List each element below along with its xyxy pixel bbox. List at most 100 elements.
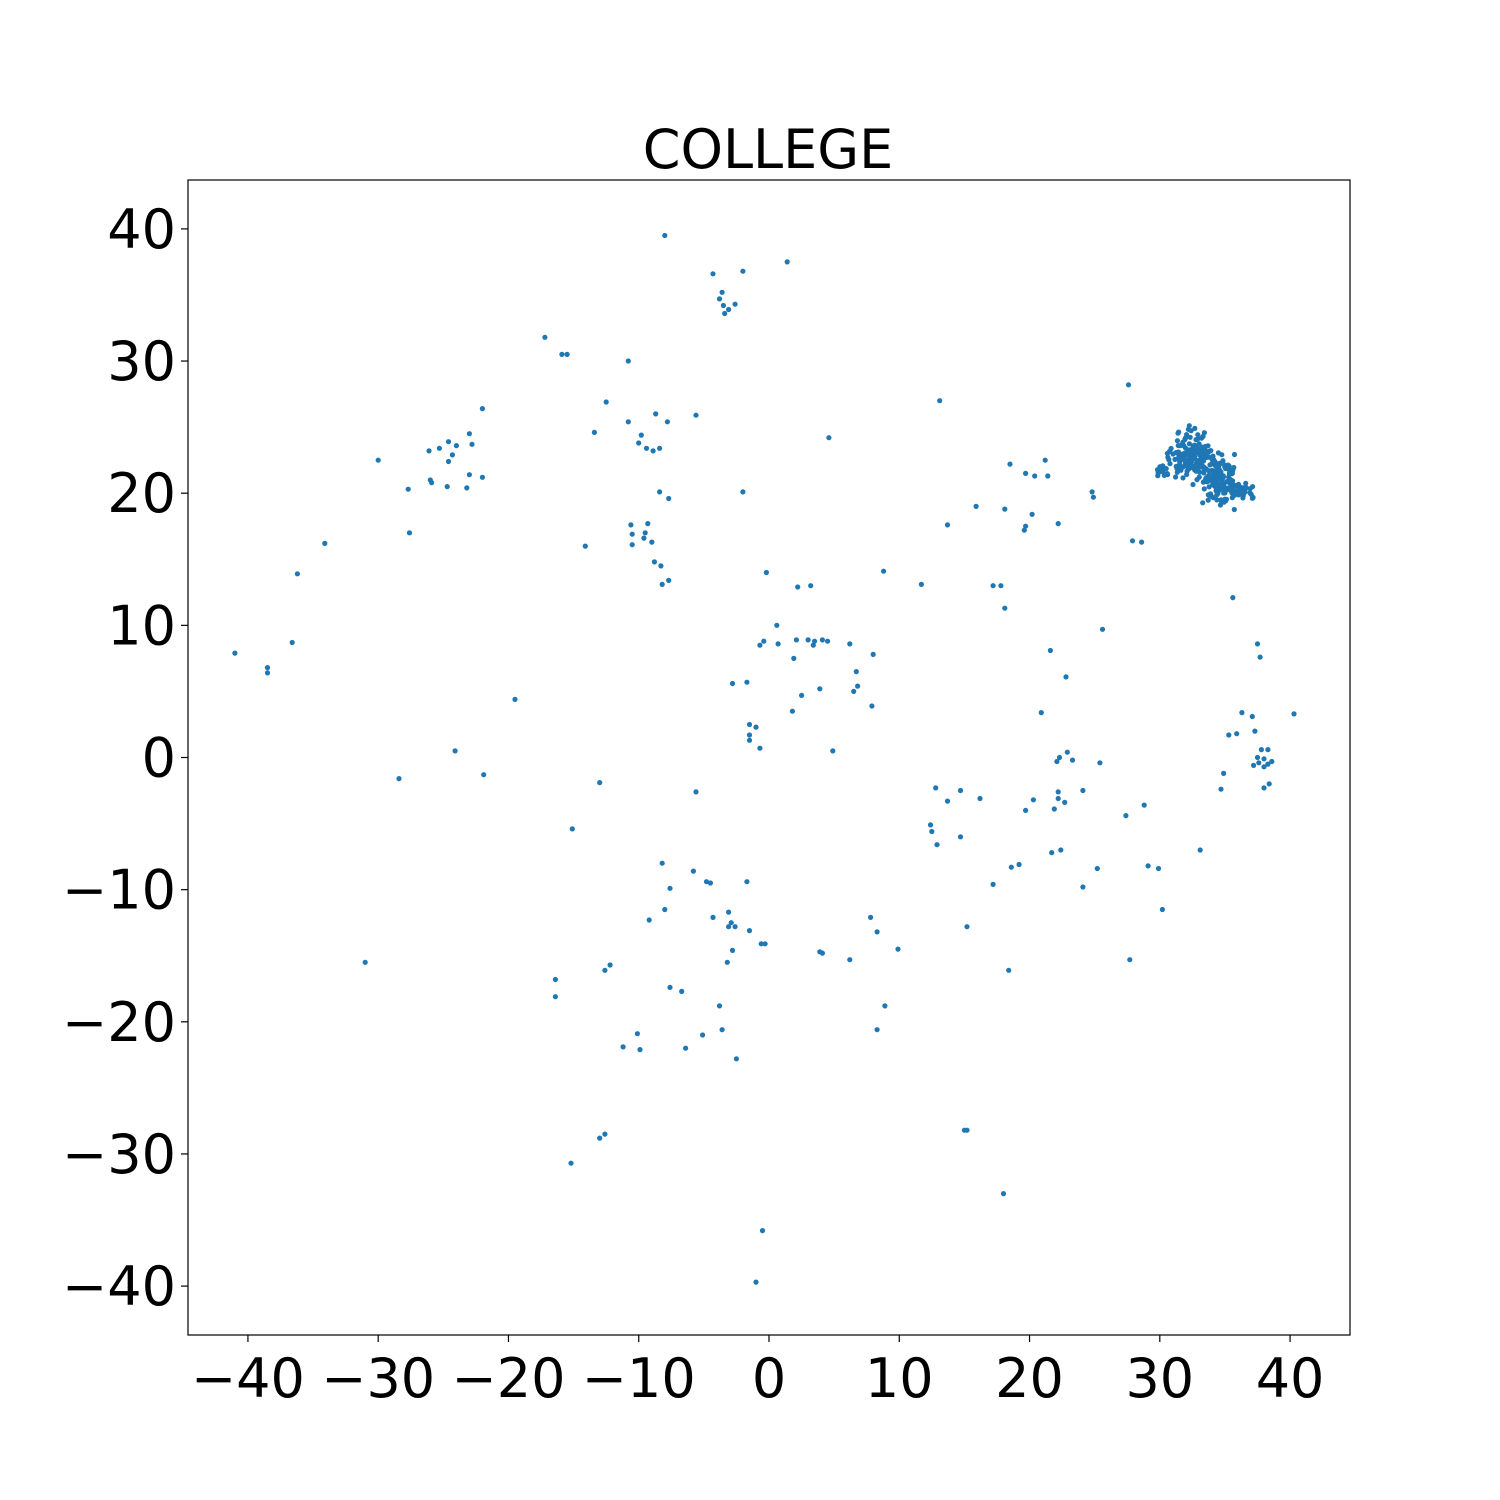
scatter-point <box>1207 491 1214 497</box>
x-tick-label: −10 <box>582 1347 696 1410</box>
scatter-point <box>1023 470 1029 476</box>
scatter-point <box>602 967 608 973</box>
scatter-point <box>1205 497 1211 503</box>
scatter-point <box>479 406 485 412</box>
scatter-point <box>757 642 763 648</box>
scatter-point <box>1258 747 1264 753</box>
y-tick-label: −30 <box>62 1123 176 1186</box>
scatter-point <box>429 480 435 486</box>
scatter-point <box>1141 802 1147 808</box>
scatter-point <box>746 928 753 934</box>
scatter-point <box>1139 539 1145 545</box>
scatter-point <box>657 445 663 451</box>
scatter-point <box>1080 884 1086 890</box>
scatter-point <box>634 1031 641 1037</box>
scatter-point <box>444 484 450 490</box>
scatter-point <box>799 692 805 699</box>
scatter-point <box>436 445 442 451</box>
scatter-point <box>1016 861 1022 868</box>
scatter-point <box>722 310 728 317</box>
scatter-point <box>710 271 716 277</box>
y-tick-label: 20 <box>107 462 176 525</box>
scatter-point <box>1226 485 1232 491</box>
y-tick-label: −20 <box>62 991 176 1054</box>
scatter-point <box>1188 428 1194 434</box>
scatter-point <box>753 724 759 730</box>
scatter-point <box>264 665 271 671</box>
x-tick-label: −30 <box>321 1347 435 1410</box>
scatter-point <box>1266 781 1272 787</box>
scatter-point <box>445 458 452 465</box>
scatter-point <box>1064 749 1070 755</box>
scatter-point <box>759 1228 766 1234</box>
scatter-point <box>944 798 951 804</box>
scatter-point <box>1030 797 1036 803</box>
scatter-point <box>1186 423 1192 429</box>
scatter-point <box>1129 538 1136 544</box>
scatter-point <box>929 828 935 835</box>
scatter-point <box>1201 447 1207 453</box>
scatter-point <box>264 670 271 676</box>
scatter-point <box>1155 865 1162 872</box>
scatter-point <box>1184 471 1190 477</box>
scatter-point <box>690 868 697 874</box>
scatter-point <box>650 448 656 454</box>
scatter-point <box>1051 806 1057 812</box>
scatter-point <box>1265 747 1271 753</box>
scatter-point <box>597 780 603 786</box>
scatter-point <box>812 638 818 644</box>
scatter-point <box>1257 654 1263 660</box>
scatter-point <box>808 583 814 589</box>
scatter-point <box>977 795 983 802</box>
scatter-point <box>990 583 996 589</box>
scatter-point <box>659 581 665 588</box>
scatter-point <box>1056 754 1063 761</box>
scatter-point <box>810 642 816 648</box>
scatter-point <box>1251 762 1257 769</box>
scatter-point <box>1177 459 1183 465</box>
scatter-point <box>406 530 413 536</box>
scatter-point <box>1099 626 1106 632</box>
scatter-point <box>625 419 631 425</box>
scatter-point <box>746 721 753 728</box>
scatter-point <box>667 984 673 991</box>
scatter-point <box>1209 467 1215 474</box>
scatter-point <box>466 431 472 437</box>
scatter-point <box>1196 474 1202 480</box>
scatter-point <box>746 732 753 738</box>
scatter-point <box>1145 863 1151 869</box>
scatter-point <box>646 917 652 923</box>
scatter-point <box>666 577 672 584</box>
scatter-point <box>1045 473 1051 479</box>
scatter-point <box>449 452 455 458</box>
scatter-point <box>396 776 402 782</box>
scatter-point <box>445 439 452 445</box>
scatter-point <box>847 957 853 963</box>
scatter-point <box>1094 865 1100 872</box>
scatter-point <box>693 789 699 795</box>
scatter-point <box>664 419 671 425</box>
scatter-point <box>784 259 790 265</box>
x-tick-label: 40 <box>1256 1347 1325 1410</box>
scatter-point <box>1190 481 1196 488</box>
scatter-point <box>1196 458 1202 464</box>
scatter-point <box>637 1047 643 1053</box>
x-tick-label: 0 <box>752 1347 786 1410</box>
scatter-point <box>649 539 655 545</box>
scatter-point <box>658 563 664 569</box>
scatter-point <box>874 929 880 935</box>
scatter-point <box>1205 478 1211 484</box>
scatter-point <box>758 941 764 947</box>
scatter-point <box>1256 760 1262 766</box>
scatter-point <box>552 994 559 1000</box>
scatter-point <box>744 679 750 685</box>
scatter-point <box>1212 459 1218 465</box>
scatter-point <box>744 879 750 885</box>
scatter-point <box>1178 454 1184 460</box>
scatter-point <box>1123 813 1129 819</box>
x-tick-label: 30 <box>1125 1347 1194 1410</box>
x-tick-label: 20 <box>995 1347 1064 1410</box>
scatter-point <box>1049 850 1055 856</box>
scatter-point <box>1125 382 1132 388</box>
scatter-point <box>466 472 472 478</box>
